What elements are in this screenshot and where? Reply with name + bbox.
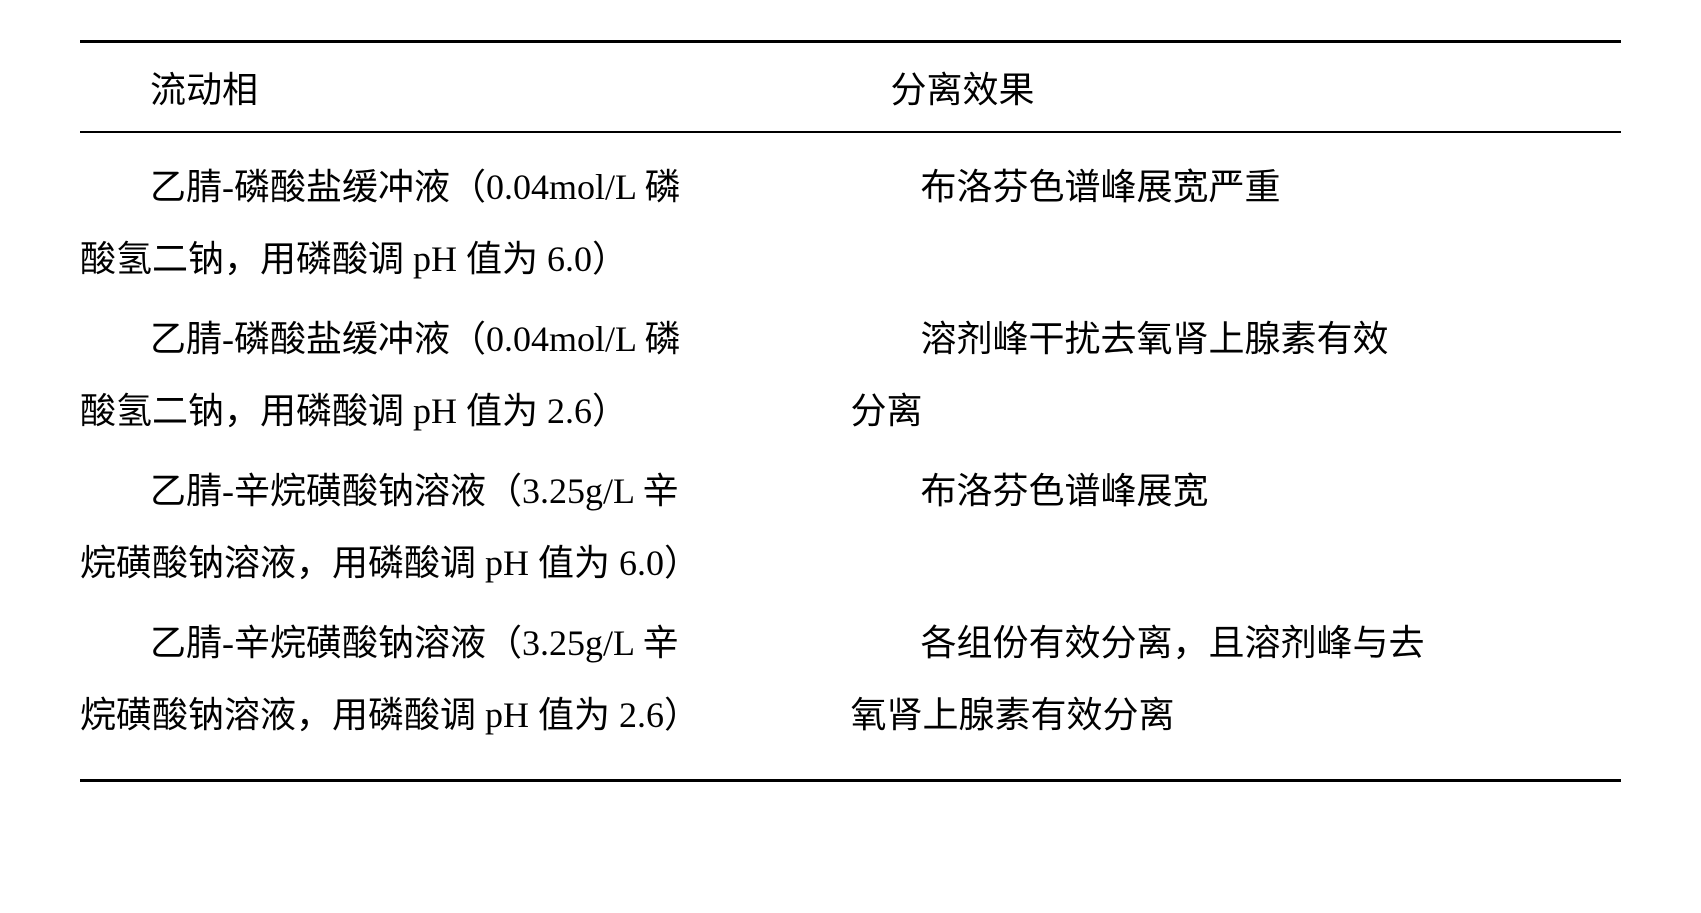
mobile-phase-text-line1: 乙腈-辛烷磺酸钠溶液（3.25g/L 辛: [80, 455, 836, 527]
effect-text-line2: 分离: [851, 391, 923, 431]
mobile-phase-text-line2: 酸氢二钠，用磷酸调 pH 值为 2.6）: [80, 391, 628, 431]
header-mobile-phase: 流动相: [80, 61, 851, 113]
mobile-phase-text-line2: 酸氢二钠，用磷酸调 pH 值为 6.0）: [80, 239, 628, 279]
table-row: 乙腈-磷酸盐缓冲液（0.04mol/L 磷 酸氢二钠，用磷酸调 pH 值为 6.…: [80, 151, 1621, 295]
header-separation-effect: 分离效果: [851, 61, 1622, 113]
table-body: 乙腈-磷酸盐缓冲液（0.04mol/L 磷 酸氢二钠，用磷酸调 pH 值为 6.…: [80, 133, 1621, 782]
cell-mobile-phase: 乙腈-磷酸盐缓冲液（0.04mol/L 磷 酸氢二钠，用磷酸调 pH 值为 6.…: [80, 151, 851, 295]
table-row: 乙腈-磷酸盐缓冲液（0.04mol/L 磷 酸氢二钠，用磷酸调 pH 值为 2.…: [80, 303, 1621, 447]
effect-text-line1: 各组份有效分离，且溶剂峰与去: [851, 607, 1612, 679]
mobile-phase-text-line1: 乙腈-磷酸盐缓冲液（0.04mol/L 磷: [80, 303, 836, 375]
cell-effect: 布洛芬色谱峰展宽严重: [851, 151, 1622, 295]
cell-mobile-phase: 乙腈-辛烷磺酸钠溶液（3.25g/L 辛 烷磺酸钠溶液，用磷酸调 pH 值为 2…: [80, 607, 851, 751]
mobile-phase-text-line2: 烷磺酸钠溶液，用磷酸调 pH 值为 6.0）: [80, 543, 700, 583]
table-row: 乙腈-辛烷磺酸钠溶液（3.25g/L 辛 烷磺酸钠溶液，用磷酸调 pH 值为 2…: [80, 607, 1621, 751]
mobile-phase-text-line1: 乙腈-辛烷磺酸钠溶液（3.25g/L 辛: [80, 607, 836, 679]
effect-text-line1: 溶剂峰干扰去氧肾上腺素有效: [851, 303, 1612, 375]
table-header-row: 流动相 分离效果: [80, 40, 1621, 133]
comparison-table: 流动相 分离效果 乙腈-磷酸盐缓冲液（0.04mol/L 磷 酸氢二钠，用磷酸调…: [80, 40, 1621, 782]
mobile-phase-text-line1: 乙腈-磷酸盐缓冲液（0.04mol/L 磷: [80, 151, 836, 223]
cell-effect: 各组份有效分离，且溶剂峰与去 氧肾上腺素有效分离: [851, 607, 1622, 751]
cell-effect: 溶剂峰干扰去氧肾上腺素有效 分离: [851, 303, 1622, 447]
effect-text-line2: 氧肾上腺素有效分离: [851, 695, 1175, 735]
mobile-phase-text-line2: 烷磺酸钠溶液，用磷酸调 pH 值为 2.6）: [80, 695, 700, 735]
cell-mobile-phase: 乙腈-磷酸盐缓冲液（0.04mol/L 磷 酸氢二钠，用磷酸调 pH 值为 2.…: [80, 303, 851, 447]
table-row: 乙腈-辛烷磺酸钠溶液（3.25g/L 辛 烷磺酸钠溶液，用磷酸调 pH 值为 6…: [80, 455, 1621, 599]
cell-mobile-phase: 乙腈-辛烷磺酸钠溶液（3.25g/L 辛 烷磺酸钠溶液，用磷酸调 pH 值为 6…: [80, 455, 851, 599]
cell-effect: 布洛芬色谱峰展宽: [851, 455, 1622, 599]
effect-text-line1: 布洛芬色谱峰展宽严重: [851, 151, 1612, 223]
effect-text-line1: 布洛芬色谱峰展宽: [851, 455, 1612, 527]
